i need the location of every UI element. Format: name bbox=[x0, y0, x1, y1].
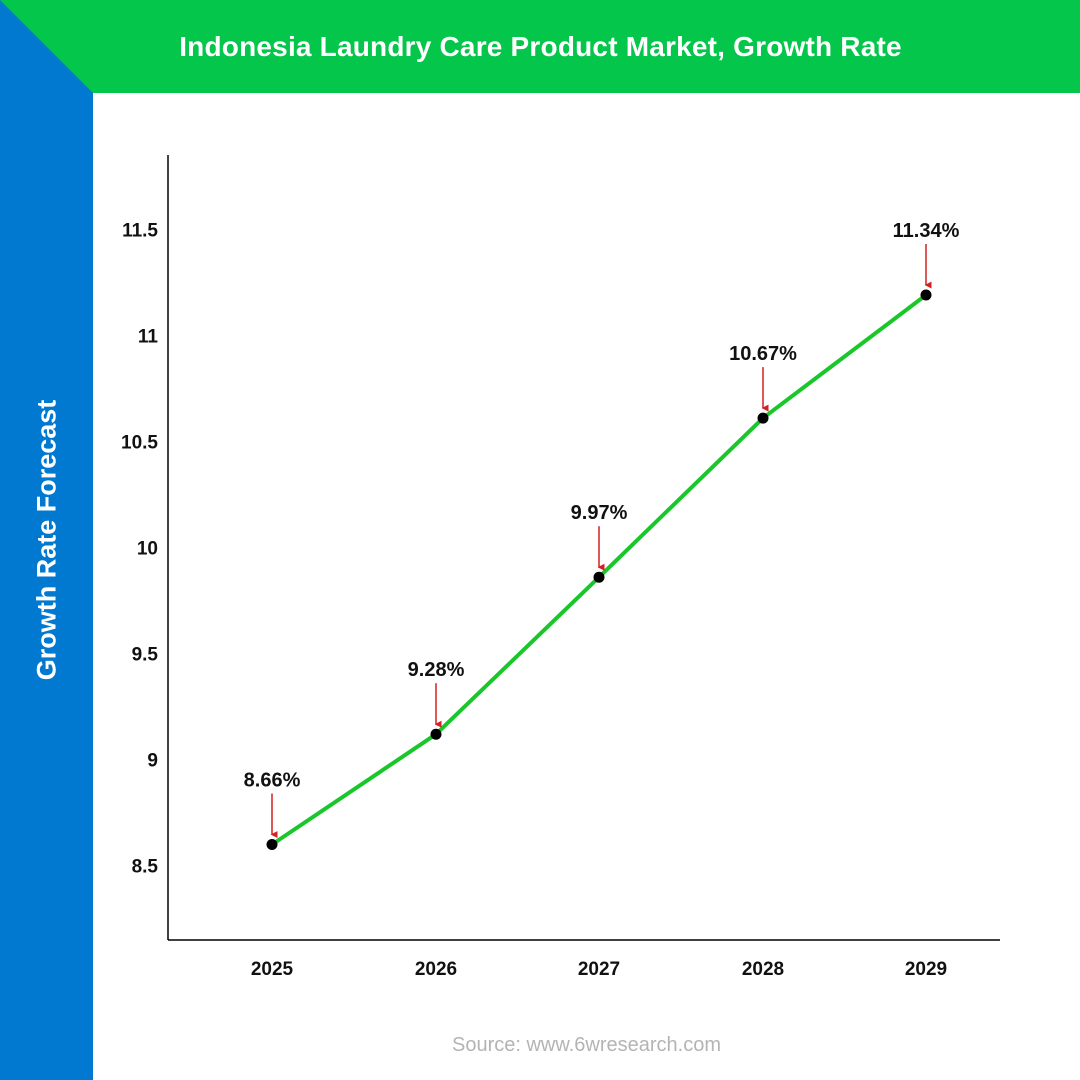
y-tick-label: 11.5 bbox=[122, 220, 158, 241]
y-tick-label: 10 bbox=[137, 539, 158, 560]
data-labels: 8.66% 9.28% 9.97% 10.67% 11.34% bbox=[244, 220, 960, 792]
y-tick-labels: 8.5 9 9.5 10 10.5 11 11.5 bbox=[121, 220, 158, 877]
x-tick-label: 2025 bbox=[251, 959, 294, 980]
y-tick-label: 8.5 bbox=[132, 857, 159, 878]
x-tick-label: 2026 bbox=[415, 959, 457, 980]
annotation-arrows bbox=[270, 244, 932, 839]
header-band bbox=[0, 0, 1080, 93]
y-tick-label: 9 bbox=[147, 751, 158, 772]
source-credit: Source: www.6wresearch.com bbox=[452, 1034, 721, 1056]
data-point bbox=[593, 571, 605, 583]
x-tick-label: 2029 bbox=[905, 959, 947, 980]
data-points bbox=[266, 289, 932, 851]
data-point bbox=[430, 728, 442, 740]
data-point bbox=[757, 412, 769, 424]
data-label: 11.34% bbox=[893, 220, 960, 242]
data-point bbox=[920, 289, 932, 301]
data-label: 9.97% bbox=[571, 502, 628, 524]
x-tick-labels: 2025 2026 2027 2028 2029 bbox=[251, 959, 947, 980]
y-tick-label: 9.5 bbox=[132, 645, 159, 666]
chart-axes bbox=[167, 155, 1000, 941]
y-tick-label: 10.5 bbox=[121, 432, 158, 453]
data-label: 10.67% bbox=[729, 343, 797, 365]
left-sidebar-band bbox=[0, 0, 93, 1080]
series-line bbox=[270, 293, 928, 847]
chart-title: Indonesia Laundry Care Product Market, G… bbox=[179, 31, 902, 62]
y-tick-label: 11 bbox=[138, 326, 159, 347]
series-line-group bbox=[270, 293, 928, 847]
data-label: 8.66% bbox=[244, 770, 301, 792]
x-tick-label: 2027 bbox=[578, 959, 620, 980]
data-point bbox=[266, 839, 278, 851]
x-tick-label: 2028 bbox=[742, 959, 784, 980]
data-label: 9.28% bbox=[408, 659, 465, 681]
